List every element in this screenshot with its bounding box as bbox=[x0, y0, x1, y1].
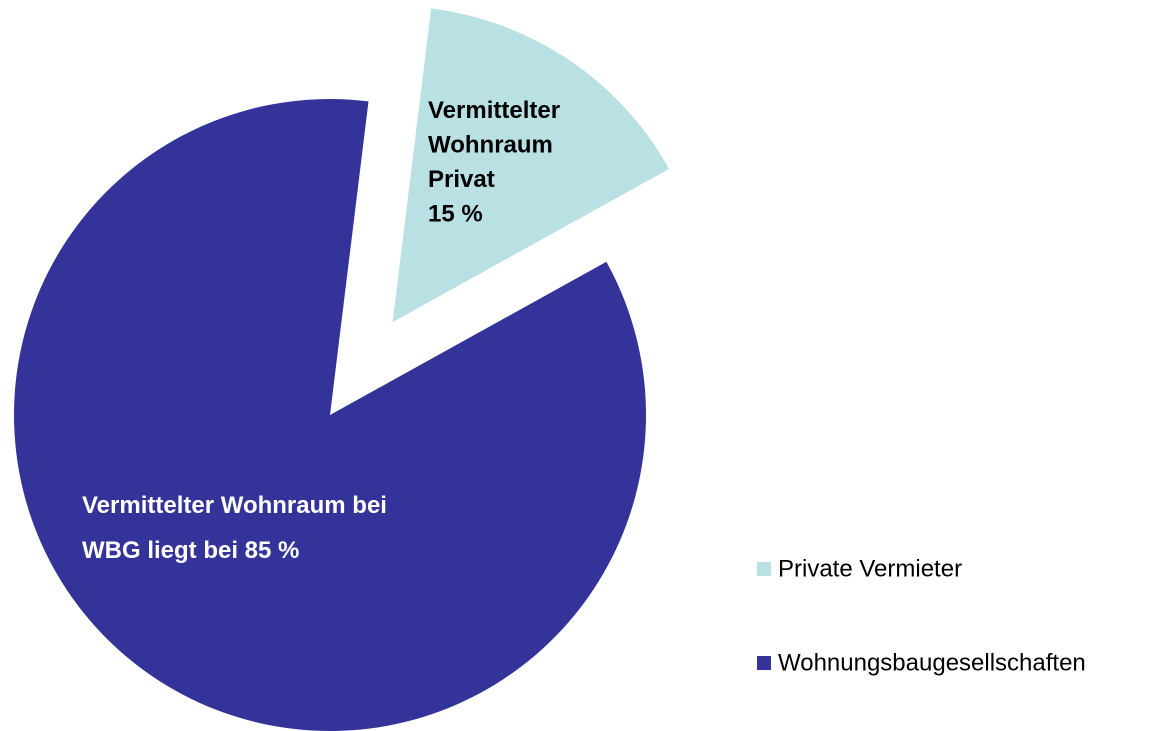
data-label: Vermittelter Wohnraum Privat 15 % bbox=[428, 97, 560, 228]
data-label-line: Vermittelter Wohnraum bei bbox=[82, 492, 387, 519]
data-label-line: Wohnraum bbox=[428, 132, 553, 159]
data-label: Vermittelter Wohnraum bei WBG liegt bei 8… bbox=[82, 492, 387, 564]
pie-slice bbox=[392, 8, 670, 323]
legend-label: Wohnungsbaugesellschaften bbox=[778, 649, 1086, 676]
pie-slice bbox=[14, 98, 647, 731]
data-label-line: Privat bbox=[428, 166, 495, 193]
legend-label: Private Vermieter bbox=[778, 555, 962, 582]
legend-swatch bbox=[757, 656, 771, 670]
data-label-line: 15 % bbox=[428, 201, 483, 228]
data-label-line: WBG liegt bei 85 % bbox=[82, 537, 299, 564]
legend-swatch bbox=[757, 562, 771, 576]
data-label-line: Vermittelter bbox=[428, 97, 560, 124]
